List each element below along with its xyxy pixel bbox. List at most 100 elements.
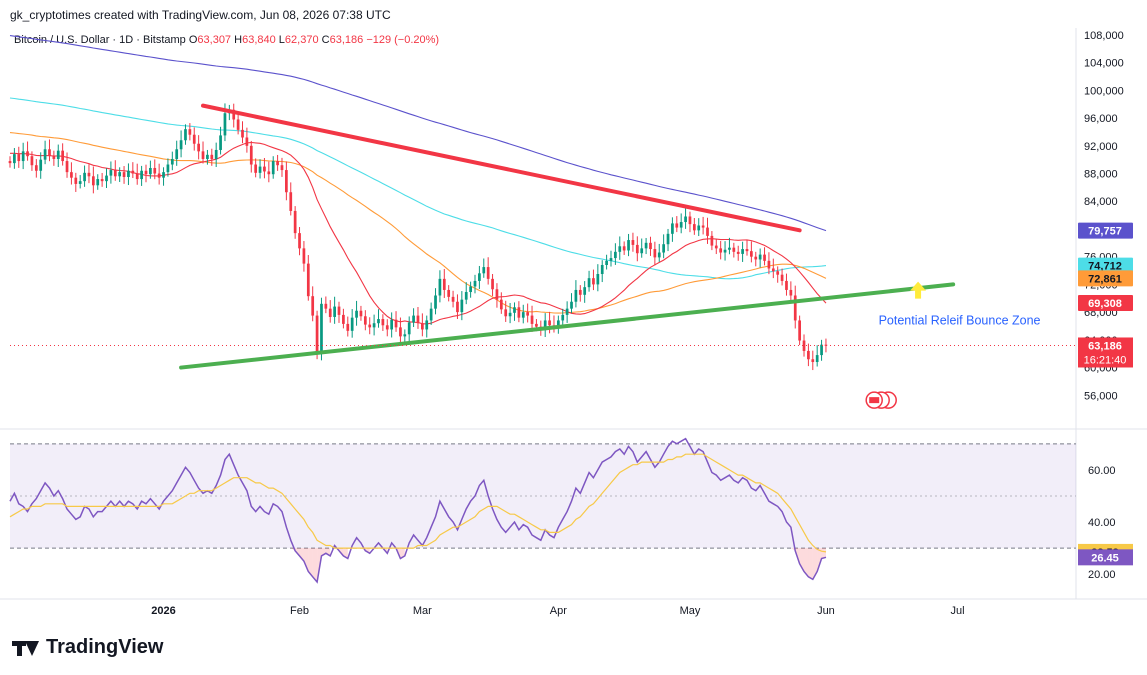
candle-body [798,320,801,341]
tradingview-brand[interactable]: TradingView [12,636,163,659]
candle-body [311,296,315,316]
candle-body [96,179,100,186]
trendline [179,282,956,370]
candle-body [210,154,214,159]
candle-body [495,289,499,300]
candle-body [333,306,336,317]
candle-body [342,314,345,324]
candle-body [306,263,310,297]
rsi-oversold-fill [817,548,822,572]
candle-body [644,242,648,249]
candle-body [385,325,389,330]
candle-body [245,137,249,146]
symbol-legend: Bitcoin / U.S. Dollar · 1D · Bitstamp O6… [14,34,439,46]
candle-body [394,319,398,328]
candle-body [170,158,174,165]
candle-body [701,225,705,228]
rsi-tick-label: 60.00 [1088,465,1116,477]
candle-body [412,315,415,323]
date-tick-label: May [680,605,701,617]
candle-body [271,161,275,175]
candle-body [78,181,82,184]
candle-body [34,165,38,171]
ma-value-badge-label: 74,712 [1088,261,1122,273]
candle-body [328,308,332,317]
candle-body [26,151,29,157]
candle-body [175,149,179,159]
candle-body [675,223,679,228]
candle-body [113,170,117,177]
candle-body [302,248,306,264]
candle-body [285,170,288,193]
date-tick-label: Mar [413,605,432,617]
candle-body [771,268,775,272]
annotation-text: Potential Releif Bounce Zone [879,314,1041,328]
candle-body [197,143,200,152]
candle-body [118,172,122,177]
candle-body [824,344,828,346]
candle-body [157,173,161,178]
candle-body [802,340,806,351]
candle-body [324,303,328,309]
rsi-oversold-fill [808,548,813,580]
candle-body [706,227,709,236]
price-chart[interactable]: 56,00060,00064,00068,00072,00076,00080,0… [0,0,1147,630]
candle-body [692,224,696,231]
candle-body [464,292,468,300]
candle-body [219,135,222,150]
candle-body [206,154,209,159]
candle-body [429,308,433,321]
rsi-series-line [9,437,827,584]
rsi-oversold-fill [299,548,304,562]
candle-body [758,254,762,260]
candle-body [750,251,753,257]
candle-body [192,134,196,144]
candle-body [793,295,797,321]
candle-body [188,129,192,135]
open-label: O [188,34,198,46]
candle-body [13,154,16,164]
candle-body [153,167,157,174]
candle-body [184,129,187,141]
candle-body [811,359,815,363]
candle-body [754,256,758,260]
candle-body [592,278,595,285]
candle-body [263,166,266,172]
candle-body [460,299,464,313]
candle-body [504,309,508,317]
candle-body [377,319,380,324]
tradingview-logo-icon [12,638,40,658]
rsi-oversold-fill [799,548,805,572]
rsi-value-label: 26.45 [1091,552,1119,564]
candle-body [442,278,446,290]
candle-body [605,260,608,265]
candle-body [627,240,630,251]
price-tick-label: 104,000 [1084,58,1124,70]
candle-body [399,327,402,337]
candle-body [65,161,69,173]
candle-body [179,140,183,150]
low-label: L [278,34,285,46]
candle-body [508,312,512,317]
candle-body [48,149,51,156]
ma-value-badge-label: 72,861 [1088,273,1122,285]
candle-body [381,319,385,326]
candle-body [719,248,723,253]
candle-body [403,334,407,337]
candle-body [776,271,780,275]
candle-body [162,172,165,178]
symbol-name: Bitcoin / U.S. Dollar · 1D · Bitstamp [14,34,186,46]
candle-body [614,251,617,259]
candle-body [767,260,771,269]
candle-body [618,246,622,252]
candle-body [87,172,91,177]
brand-name: TradingView [46,636,164,658]
candle-body [631,240,635,245]
rsi-oversold-fill [312,548,318,582]
candle-body [8,161,12,164]
candle-body [517,307,521,318]
candle-body [807,350,810,360]
candle-body [61,150,65,162]
candle-body [526,312,530,316]
rsi-oversold-fill [303,548,309,572]
